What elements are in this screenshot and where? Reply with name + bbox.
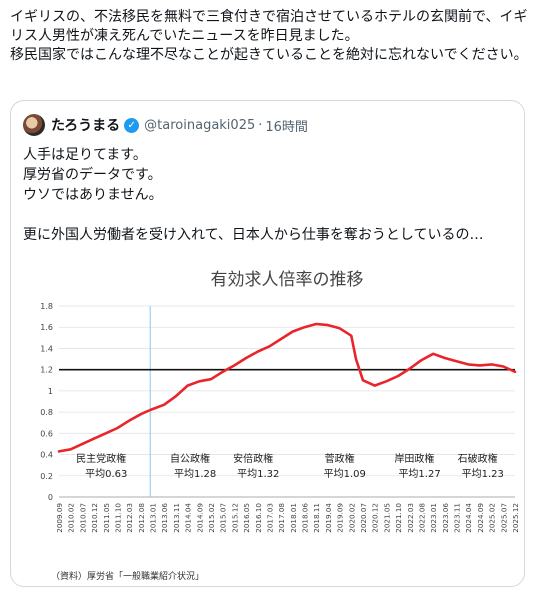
x-tick-label: 2021.10 [394,503,403,533]
quoted-tweet-header: たろうまる ✓ @taroinagaki025 · 16時間 [23,113,308,137]
x-tick-label: 2013.06 [160,503,169,533]
era-average: 平均1.23 [462,468,504,480]
quoted-tweet-card[interactable]: たろうまる ✓ @taroinagaki025 · 16時間 人手は足りてます。… [10,100,525,587]
x-tick-label: 2020.07 [359,503,368,533]
era-average: 平均0.63 [85,468,127,480]
verified-badge-icon: ✓ [124,117,140,133]
x-tick-label: 2010.02 [67,503,76,533]
tweet-text: イギリスの、不法移民を無料で三食付きで宿泊させているホテルの玄関前で、イギリス人… [10,9,528,63]
era-label: 岸田政権 [394,452,434,465]
separator-dot: · [258,117,263,133]
era-label: 安倍政権 [233,452,273,465]
x-tick-label: 2022.03 [406,503,415,533]
x-tick-label: 2018.06 [301,503,310,533]
quoted-timestamp[interactable]: 16時間 [265,119,308,135]
y-tick-label: 0.6 [40,429,53,438]
x-tick-label: 2015.07 [219,503,228,533]
avatar[interactable] [23,114,45,136]
chart-image[interactable]: 有効求人倍率の推移 0 0.2 0.4 0.6 0.8 1 1.2 1.4 1.6 1.8 民主党政権… [11,261,524,586]
x-tick-label: 2009.09 [55,503,64,533]
x-tick-label: 2021.05 [382,503,391,533]
x-tick-label: 2017.08 [277,503,286,533]
x-tick-label: 2015.12 [230,503,239,533]
x-tick-label: 2014.09 [195,503,204,533]
x-tick-label: 2014.04 [184,503,193,533]
x-tick-label: 2011.05 [102,503,111,533]
x-tick-label: 2023.01 [429,503,438,533]
chart-title: 有効求人倍率の推移 [211,270,364,290]
x-tick-label: 2011.10 [114,503,123,533]
x-tick-label: 2019.04 [324,503,333,533]
x-tick-label: 2018.01 [289,503,298,533]
x-tick-label: 2019.09 [336,503,345,533]
x-tick-label: 2015.02 [207,503,216,533]
x-tick-label: 2024.09 [476,503,485,533]
y-tick-label: 1 [48,387,53,396]
quoted-author-handle[interactable]: @taroinagaki025 [144,117,256,133]
y-tick-label: 0 [48,493,53,502]
era-label: 民主党政権 [76,452,126,465]
x-tick-label: 2013.11 [172,503,181,533]
era-average: 平均1.32 [237,468,279,480]
era-label: 石破政権 [458,452,498,465]
x-tick-label: 2020.12 [371,503,380,533]
x-tick-label: 2010.07 [78,503,87,533]
x-tick-label: 2016.10 [254,503,263,533]
x-tick-label: 2022.08 [418,503,427,533]
x-tick-label: 2017.03 [266,503,275,533]
x-tick-label: 2023.11 [453,503,462,533]
x-tick-label: 2025.12 [511,503,520,533]
y-tick-label: 0.4 [40,451,53,460]
y-tick-label: 0.8 [40,408,53,417]
era-average: 平均1.09 [324,468,366,480]
x-tick-label: 2016.05 [242,503,251,533]
y-tick-label: 1.4 [40,344,53,353]
series-line [57,322,517,453]
quoted-tweet-text: 人手は足りてます。 厚労省のデータです。 ウソではありません。 更に外国人労働者… [23,147,484,243]
x-tick-label: 2012.03 [125,503,134,533]
quoted-author-name[interactable]: たろうまる [51,118,121,134]
y-tick-label: 1.8 [40,302,53,311]
chart-source: （資料）厚労省「一般職業紹介状況」 [51,570,204,582]
y-tick-label: 1.6 [40,323,53,332]
x-tick-label: 2023.06 [441,503,450,533]
x-tick-label: 2020.02 [347,503,356,533]
y-tick-label: 0.2 [40,472,53,481]
x-tick-label: 2010.12 [90,503,99,533]
x-tick-label: 2012.08 [137,503,146,533]
era-average: 平均1.27 [398,468,440,480]
x-tick-label: 2013.01 [149,503,158,533]
x-tick-label: 2025.07 [499,503,508,533]
x-tick-label: 2024.04 [464,503,473,533]
x-tick-label: 2018.11 [312,503,321,533]
jobs-ratio-chart: 有効求人倍率の推移 0 0.2 0.4 0.6 0.8 1 1.2 1.4 1.6 1.8 民主党政権… [40,270,520,582]
era-average: 平均1.28 [174,468,216,480]
era-label: 自公政権 [170,452,210,465]
y-tick-label: 1.2 [40,366,53,375]
era-label: 菅政権 [325,452,355,465]
x-tick-label: 2025.02 [488,503,497,533]
